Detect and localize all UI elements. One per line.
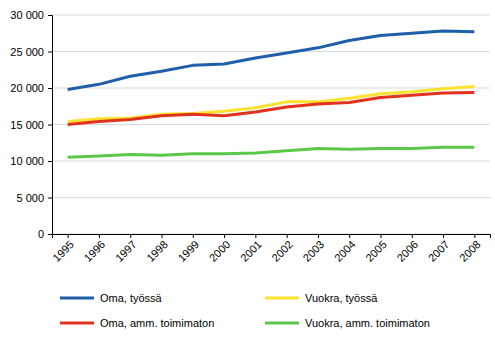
y-tick: 30 000 bbox=[10, 9, 52, 21]
x-tick-mark bbox=[68, 234, 69, 238]
x-tick: 2008 bbox=[457, 234, 483, 264]
x-tick: 1996 bbox=[82, 234, 108, 264]
x-tick-label: 2002 bbox=[269, 238, 295, 264]
y-tick-label: 20 000 bbox=[10, 82, 44, 94]
x-tick: 1995 bbox=[50, 234, 76, 264]
x-tick-label: 1995 bbox=[50, 238, 76, 264]
x-tick-label: 1997 bbox=[113, 238, 139, 264]
y-axis: 0 5 000 10 000 15 000 20 000 25 000 30 000 bbox=[10, 9, 52, 240]
x-tick: 2006 bbox=[394, 234, 420, 264]
grid-line bbox=[52, 51, 490, 52]
x-tick-label: 2003 bbox=[301, 238, 327, 264]
legend-label: Vuokra, työssä bbox=[305, 292, 378, 304]
x-tick: 2007 bbox=[426, 234, 452, 264]
y-tick-mark bbox=[48, 15, 52, 16]
y-axis-line bbox=[48, 16, 53, 235]
x-tick-mark bbox=[349, 234, 350, 238]
x-tick-label: 2000 bbox=[207, 238, 233, 264]
series-line bbox=[68, 87, 475, 122]
x-tick: 2001 bbox=[238, 234, 264, 264]
legend-swatch bbox=[60, 322, 94, 325]
x-tick: 1998 bbox=[144, 234, 170, 264]
series-line bbox=[68, 31, 475, 89]
x-axis: 1995199619971998199920002001200220032004… bbox=[50, 234, 490, 264]
y-tick-mark bbox=[48, 234, 52, 235]
x-tick-mark bbox=[99, 234, 100, 238]
legend-label: Oma, amm. toimimaton bbox=[100, 317, 214, 329]
x-tick-mark bbox=[224, 234, 225, 238]
x-tick: 2000 bbox=[207, 234, 233, 264]
grid-line bbox=[52, 161, 490, 162]
x-tick: 1999 bbox=[175, 234, 201, 264]
legend-label: Oma, työssä bbox=[100, 292, 163, 304]
x-tick-label: 2007 bbox=[426, 238, 452, 264]
grid-line bbox=[52, 88, 490, 89]
x-tick-mark bbox=[287, 234, 288, 238]
x-tick-label: 1998 bbox=[144, 238, 170, 264]
x-tick-mark bbox=[381, 234, 382, 238]
y-tick-mark bbox=[48, 161, 52, 162]
y-tick: 5 000 bbox=[16, 192, 52, 204]
x-tick-label: 1996 bbox=[82, 238, 108, 264]
series-line bbox=[68, 92, 475, 124]
legend-item: Oma, työssä bbox=[60, 292, 163, 304]
y-tick: 20 000 bbox=[10, 82, 52, 94]
y-tick-mark bbox=[48, 88, 52, 89]
legend-swatch bbox=[265, 322, 299, 325]
x-tick-label: 2001 bbox=[238, 238, 264, 264]
y-tick: 15 000 bbox=[10, 119, 52, 131]
y-tick-label: 5 000 bbox=[16, 192, 44, 204]
grid-line bbox=[52, 197, 490, 198]
x-tick-label: 1999 bbox=[175, 238, 201, 264]
x-tick: 2004 bbox=[332, 234, 358, 264]
x-tick-mark bbox=[443, 234, 444, 238]
x-tick-mark bbox=[255, 234, 256, 238]
legend-swatch bbox=[265, 297, 299, 300]
grid bbox=[52, 15, 490, 234]
lines bbox=[68, 31, 475, 157]
x-tick-mark bbox=[412, 234, 413, 238]
x-tick: 1997 bbox=[113, 234, 139, 264]
x-tick-mark bbox=[318, 234, 319, 238]
legend-label: Vuokra, amm. toimimaton bbox=[305, 317, 430, 329]
y-tick-label: 0 bbox=[38, 228, 44, 240]
y-tick-label: 10 000 bbox=[10, 155, 44, 167]
x-tick-mark bbox=[193, 234, 194, 238]
y-tick-mark bbox=[48, 198, 52, 199]
y-tick-label: 30 000 bbox=[10, 9, 44, 21]
x-tick-mark bbox=[474, 234, 475, 238]
legend-item: Vuokra, amm. toimimaton bbox=[265, 317, 430, 329]
x-tick-label: 2004 bbox=[332, 238, 358, 264]
x-tick: 2003 bbox=[301, 234, 327, 264]
y-tick-label: 15 000 bbox=[10, 119, 44, 131]
series-line bbox=[68, 147, 475, 157]
x-tick: 2005 bbox=[363, 234, 389, 264]
legend-item: Oma, amm. toimimaton bbox=[60, 317, 214, 329]
y-tick-mark bbox=[48, 52, 52, 53]
y-tick: 10 000 bbox=[10, 155, 52, 167]
y-tick-mark bbox=[48, 125, 52, 126]
chart: 0 5 000 10 000 15 000 20 000 25 000 30 000 1995… bbox=[0, 0, 495, 341]
x-tick-mark bbox=[130, 234, 131, 238]
y-tick: 0 bbox=[38, 228, 52, 240]
y-tick-label: 25 000 bbox=[10, 46, 44, 58]
x-tick-mark bbox=[162, 234, 163, 238]
x-axis-line bbox=[53, 235, 491, 239]
legend: Oma, työssä Vuokra, työssä Oma, amm. toimi… bbox=[60, 292, 430, 329]
x-tick: 2002 bbox=[269, 234, 295, 264]
y-tick: 25 000 bbox=[10, 46, 52, 58]
grid-line bbox=[52, 15, 490, 16]
legend-item: Vuokra, työssä bbox=[265, 292, 378, 304]
x-tick-label: 2008 bbox=[457, 238, 483, 264]
grid-line bbox=[52, 124, 490, 125]
x-tick-label: 2006 bbox=[394, 238, 420, 264]
x-tick-label: 2005 bbox=[363, 238, 389, 264]
legend-swatch bbox=[60, 297, 94, 300]
